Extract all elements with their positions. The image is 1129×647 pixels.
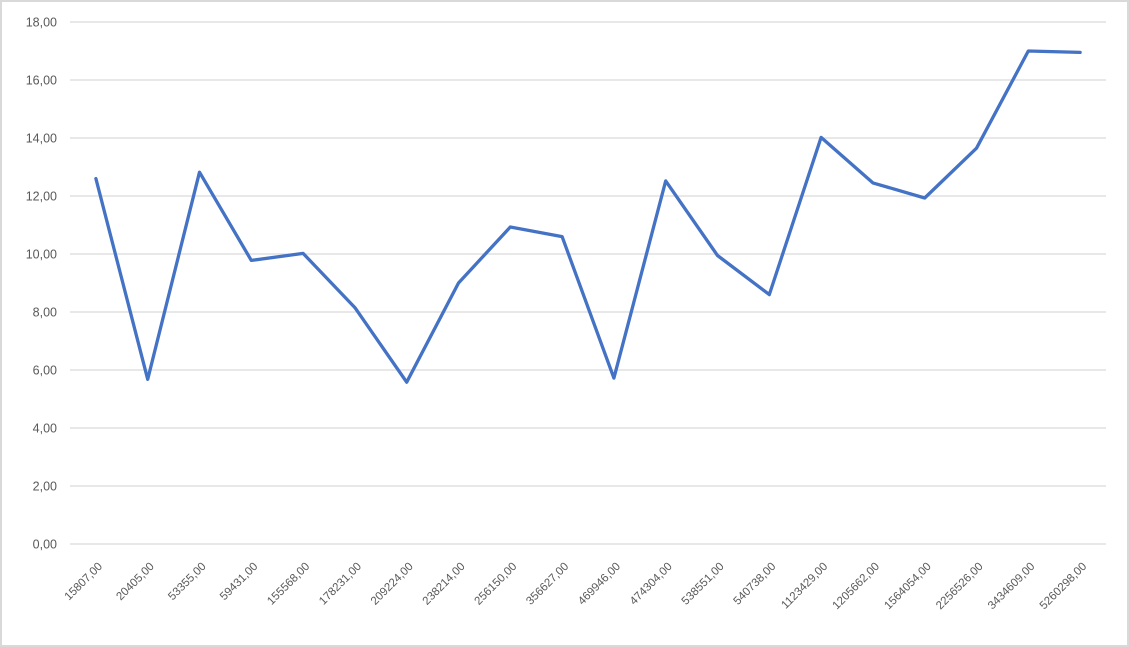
y-tick-label: 8,00 — [33, 306, 57, 320]
y-tick-label: 12,00 — [26, 190, 57, 204]
y-tick-label: 0,00 — [33, 538, 57, 552]
y-tick-label: 18,00 — [26, 16, 57, 30]
series-line — [94, 49, 1082, 384]
y-tick-label: 2,00 — [33, 480, 57, 494]
y-tick-label: 6,00 — [33, 364, 57, 378]
y-tick-label: 4,00 — [33, 422, 57, 436]
y-tick-label: 16,00 — [26, 74, 57, 88]
y-tick-label: 14,00 — [26, 132, 57, 146]
y-tick-label: 10,00 — [26, 248, 57, 262]
